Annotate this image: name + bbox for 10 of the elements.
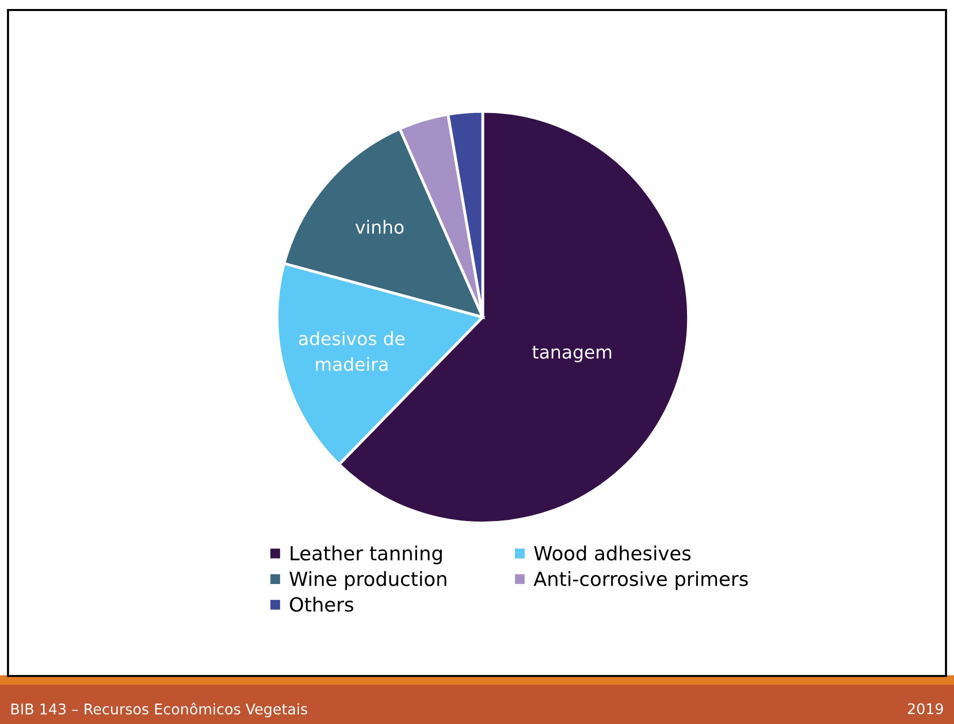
- text: 2019: [908, 703, 943, 714]
- text: vinho: [355, 220, 404, 234]
- text: tanagem: [532, 346, 612, 362]
- legend-label: Leather tanning: [290, 546, 442, 564]
- legend-label: Wine production: [289, 571, 446, 590]
- text: BIB 143 – Recursos Econômicos Vegetais: [11, 702, 308, 718]
- text: adesivos de madeira: [299, 331, 405, 372]
- legend-label: Others: [290, 596, 354, 612]
- legend-label: Wood adhesives: [534, 546, 691, 561]
- legend-label: Anti-corrosive primers: [534, 571, 748, 590]
